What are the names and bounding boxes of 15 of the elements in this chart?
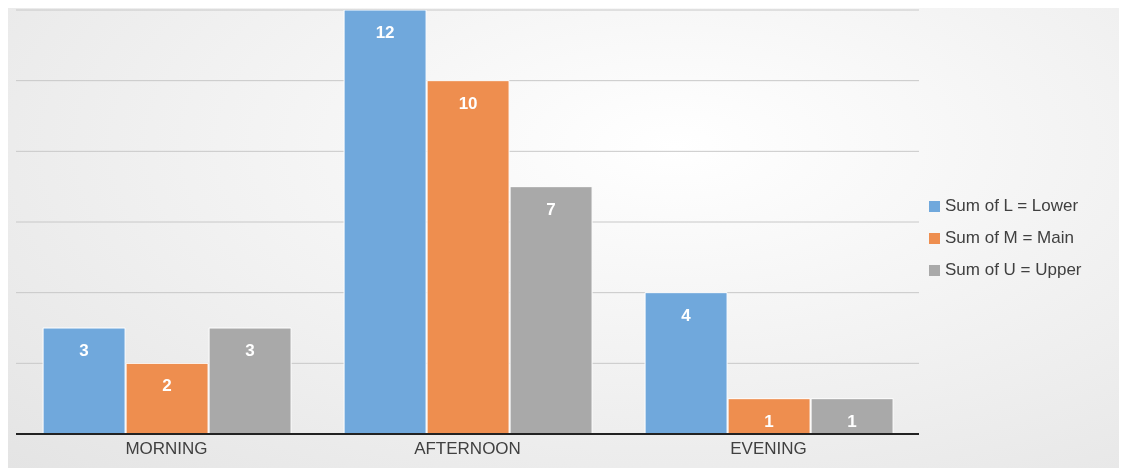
data-label: 12	[375, 23, 395, 43]
data-label: 1	[764, 411, 774, 431]
data-label: 3	[79, 341, 89, 361]
x-tick-label: AFTERNOON	[414, 439, 521, 459]
legend-label: Sum of M = Main	[945, 227, 1074, 249]
x-tick-label: EVENING	[730, 439, 807, 459]
data-label: 4	[681, 305, 692, 325]
text: Sum of L = Lower	[945, 195, 1079, 217]
data-label: 2	[162, 376, 172, 396]
data-label: 3	[245, 341, 255, 361]
data-label: 1	[847, 411, 857, 431]
x-tick-label: MORNING	[125, 439, 208, 459]
legend-label: Sum of U = Upper	[945, 259, 1082, 281]
data-label: 7	[546, 199, 556, 219]
data-label: 10	[458, 93, 478, 113]
